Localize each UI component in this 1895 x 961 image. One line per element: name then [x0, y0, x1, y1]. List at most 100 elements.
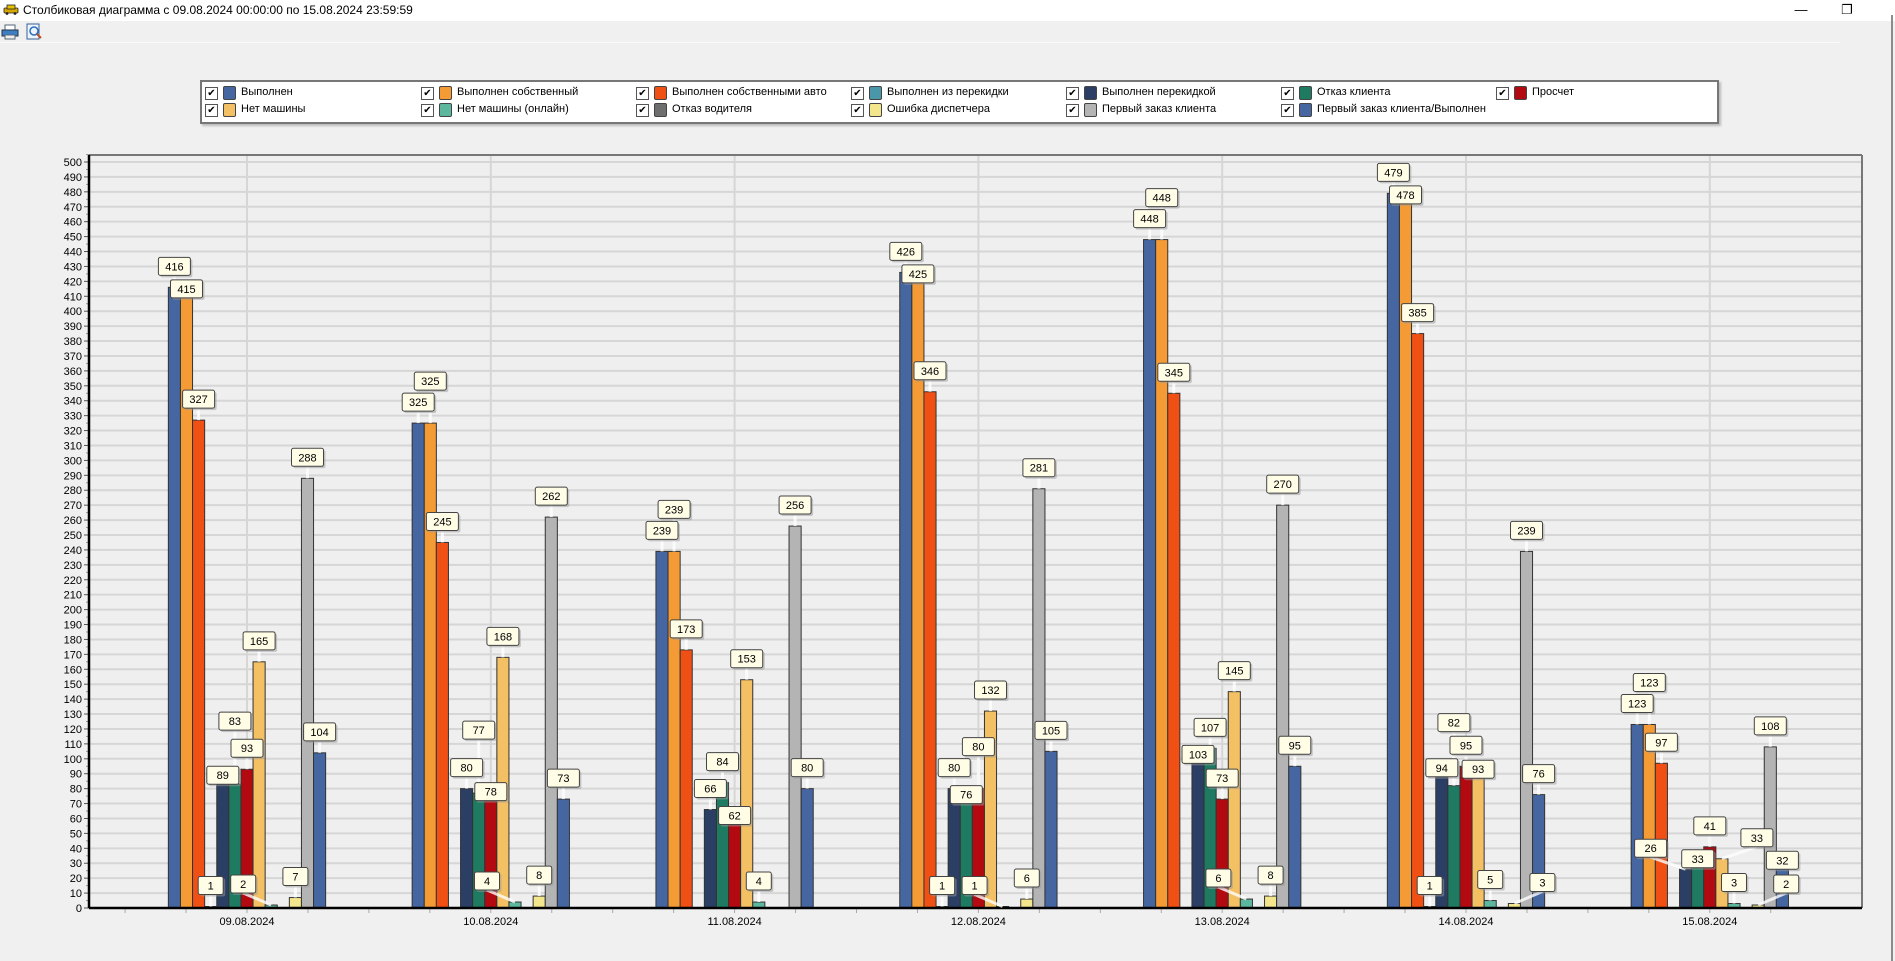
- legend-checkbox[interactable]: ✔: [205, 104, 218, 117]
- bar: [1203, 747, 1217, 909]
- legend-checkbox[interactable]: ✔: [421, 104, 434, 117]
- legend-checkbox[interactable]: ✔: [1066, 87, 1079, 100]
- y-tick-label: 180: [64, 634, 82, 646]
- bar: [1471, 768, 1485, 909]
- legend-label: Первый заказ клиента: [1102, 103, 1217, 115]
- bar: [1288, 765, 1302, 909]
- legend-checkbox[interactable]: ✔: [1496, 87, 1509, 100]
- data-label: 239: [665, 504, 683, 516]
- data-label-shadow: [1268, 477, 1301, 496]
- legend-swatch: [439, 86, 452, 100]
- data-label: 84: [716, 757, 728, 769]
- y-tick-label: 140: [64, 694, 82, 706]
- y-tick-label: 210: [64, 590, 82, 602]
- data-label: 8: [1268, 870, 1274, 882]
- bar: [1727, 903, 1741, 909]
- bar: [1044, 750, 1058, 909]
- legend-label: Ошибка диспетчера: [887, 103, 990, 115]
- data-label-box: [949, 785, 983, 805]
- data-label: 76: [1532, 769, 1544, 781]
- legend-checkbox[interactable]: ✔: [1281, 87, 1294, 100]
- x-tick-label: 12.08.2024: [951, 916, 1006, 928]
- bar: [1411, 333, 1425, 909]
- x-tick-label: 13.08.2024: [1195, 916, 1250, 928]
- restore-button[interactable]: ❐: [1841, 2, 1853, 17]
- data-label-shadow: [1756, 718, 1789, 737]
- data-label-shadow: [428, 514, 461, 533]
- bar: [216, 774, 230, 909]
- data-label-box: [1753, 716, 1787, 736]
- data-label-shadow: [1452, 738, 1484, 757]
- bar: [435, 541, 449, 909]
- legend-checkbox[interactable]: ✔: [636, 87, 649, 100]
- data-label-shadow: [1379, 165, 1412, 184]
- legend-checkbox[interactable]: ✔: [851, 104, 864, 117]
- data-label-box: [242, 631, 276, 651]
- bar: [228, 783, 242, 909]
- data-label: 132: [981, 685, 999, 697]
- data-label-shadow: [1695, 818, 1728, 837]
- data-label-box: [693, 779, 727, 799]
- legend-checkbox[interactable]: ✔: [421, 87, 434, 100]
- bar: [313, 752, 327, 909]
- data-label-box: [1278, 735, 1312, 755]
- data-label: 2: [240, 879, 246, 891]
- data-label-shadow: [1208, 771, 1241, 790]
- print-preview-icon[interactable]: [25, 23, 43, 40]
- data-label: 5: [1487, 875, 1493, 887]
- bar: [1703, 846, 1717, 909]
- y-tick-label: 290: [64, 470, 82, 482]
- data-label: 416: [165, 261, 183, 273]
- legend-checkbox[interactable]: ✔: [851, 87, 864, 100]
- x-tick-label: 09.08.2024: [219, 916, 274, 928]
- y-tick-label: 440: [64, 247, 82, 259]
- data-label: 165: [250, 636, 268, 648]
- data-label: 76: [960, 790, 972, 802]
- data-label-shadow: [1024, 460, 1057, 479]
- data-label: 4: [756, 876, 762, 888]
- print-icon[interactable]: [1, 23, 19, 40]
- data-label-shadow: [931, 878, 957, 897]
- window-border: [1891, 15, 1893, 961]
- data-label: 262: [542, 491, 560, 503]
- legend-checkbox[interactable]: ✔: [636, 104, 649, 117]
- data-label-shadow: [1768, 853, 1801, 872]
- data-label-box: [1644, 732, 1678, 752]
- data-label: 123: [1628, 698, 1646, 710]
- bar: [1532, 794, 1546, 909]
- bar: [1630, 723, 1644, 909]
- minimize-button[interactable]: —: [1794, 2, 1808, 17]
- data-label: 73: [1216, 773, 1228, 785]
- data-label-box: [913, 361, 947, 381]
- data-label: 239: [1517, 525, 1535, 537]
- legend-label: Просчет: [1532, 86, 1575, 98]
- data-label-shadow: [891, 244, 924, 263]
- data-label-box: [706, 752, 739, 772]
- bar: [959, 794, 973, 909]
- y-tick-label: 240: [64, 545, 82, 557]
- data-label-shadow: [488, 629, 521, 648]
- data-label-box: [303, 722, 337, 742]
- data-label-shadow: [549, 771, 582, 790]
- data-label-shadow: [916, 363, 948, 382]
- y-tick-label: 450: [64, 232, 82, 244]
- bar: [264, 904, 278, 909]
- data-label-box: [790, 758, 824, 778]
- y-tick-label: 370: [64, 351, 82, 363]
- data-label: 103: [1189, 749, 1207, 761]
- data-label-shadow: [1207, 871, 1233, 890]
- y-tick-label: 190: [64, 620, 82, 632]
- data-label-shadow: [1147, 190, 1180, 209]
- data-label: 97: [1655, 737, 1667, 749]
- data-label-box: [425, 511, 459, 531]
- bar: [252, 661, 266, 909]
- legend-checkbox[interactable]: ✔: [205, 87, 218, 100]
- data-label-shadow: [1647, 735, 1680, 754]
- legend-checkbox[interactable]: ✔: [1066, 104, 1079, 117]
- bar: [508, 901, 522, 909]
- data-label-connector: [1217, 885, 1247, 901]
- data-label-box: [778, 495, 812, 515]
- bar: [1447, 785, 1461, 909]
- data-label: 478: [1396, 190, 1414, 202]
- legend-checkbox[interactable]: ✔: [1281, 104, 1294, 117]
